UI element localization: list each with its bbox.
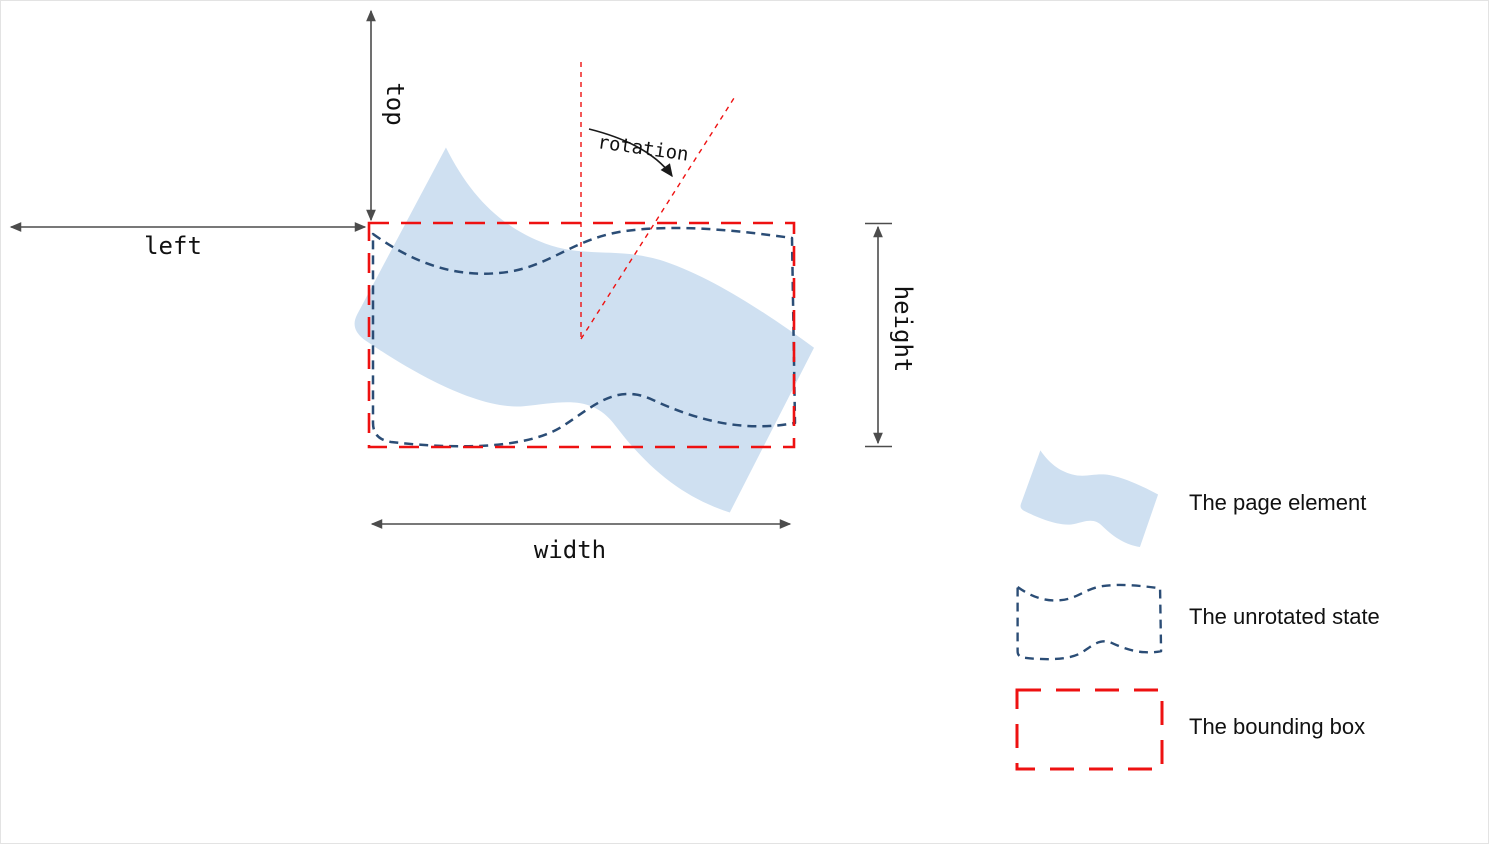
rotation-angle-line: [580, 94, 737, 340]
legend-unrotated-label: The unrotated state: [1189, 604, 1380, 629]
legend-page-element-swatch: [1018, 448, 1160, 554]
height-label: height: [889, 286, 917, 373]
page-element-shape: [346, 142, 822, 534]
width-label: width: [534, 536, 606, 564]
legend: The page element The unrotated state The…: [1015, 448, 1380, 771]
rotation-label: rotation: [596, 131, 690, 166]
legend-page-element-label: The page element: [1189, 490, 1366, 515]
left-label: left: [144, 232, 202, 260]
legend-bounding-box-label: The bounding box: [1189, 714, 1365, 739]
rotation-arrow: [588, 128, 673, 178]
legend-bounding-box-swatch: [1015, 688, 1164, 771]
bounding-box-rect: [367, 221, 796, 449]
legend-unrotated-swatch: [1016, 583, 1163, 661]
top-label: top: [381, 82, 409, 125]
